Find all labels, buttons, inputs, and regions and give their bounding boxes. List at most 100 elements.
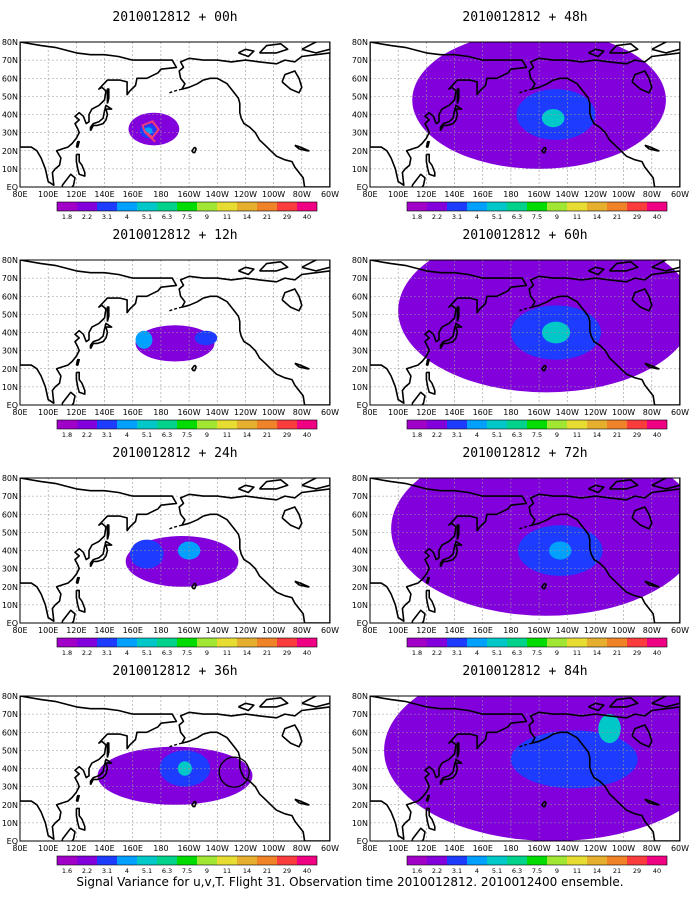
colorbar-swatch (587, 856, 607, 865)
colorbar-label: 9 (555, 431, 559, 439)
lon-tick-label: 140W (206, 626, 229, 635)
coastline (61, 391, 76, 405)
coastline (425, 794, 430, 802)
colorbar-label: 7.5 (532, 649, 542, 657)
map-panel-00h: EQ 10N 20N 30N 40N 50N 60N 70N 80N 80E 100E 120E 140… (2, 38, 339, 221)
colorbar-label: 21 (263, 213, 271, 221)
colorbar-label: 14 (243, 431, 251, 439)
colorbar-label: 6.3 (162, 431, 172, 439)
coastline (370, 260, 528, 404)
coastline (644, 362, 660, 370)
lon-tick-label: 100E (388, 844, 408, 853)
variance-area (541, 109, 565, 128)
lat-tick-label: 10N (2, 383, 18, 392)
coastline (169, 88, 183, 94)
colorbar-swatch (77, 856, 97, 865)
lat-tick-label: 50N (352, 528, 368, 537)
colorbar-swatch (217, 638, 237, 647)
lon-tick-label: 60W (321, 190, 339, 199)
coastline (644, 580, 660, 588)
colorbar-swatch (297, 856, 317, 865)
colorbar-label: 14 (593, 867, 601, 875)
colorbar-swatch (217, 420, 237, 429)
colorbar-label: 5.1 (492, 431, 502, 439)
colorbar-swatch (137, 638, 157, 647)
coastline (238, 484, 255, 494)
colorbar: 1.8 2.2 3.1 4 5.1 6.3 7.5 9 11 14 21 29 40 (406, 201, 668, 221)
variance-area (510, 730, 638, 789)
colorbar-label: 11 (573, 213, 581, 221)
coastline (541, 364, 547, 372)
colorbar-label: 2.2 (432, 431, 442, 439)
lon-tick-label: 120W (234, 408, 257, 417)
lat-tick-label: 60N (352, 74, 368, 83)
colorbar-label: 14 (243, 867, 251, 875)
lon-tick-label: 160W (527, 626, 550, 635)
lon-tick-label: 140W (206, 408, 229, 417)
lon-tick-label: 100W (262, 190, 285, 199)
colorbar-swatch (567, 420, 587, 429)
colorbar-swatch (407, 638, 427, 647)
variance-area (135, 330, 153, 349)
lon-tick-label: 100E (38, 844, 58, 853)
coastline (238, 266, 255, 276)
colorbar-swatch (507, 856, 527, 865)
variance-area (194, 330, 218, 346)
coastline (191, 582, 197, 590)
colorbar-swatch (97, 420, 117, 429)
lat-tick-label: 40N (352, 111, 368, 120)
colorbar-label: 4 (475, 213, 479, 221)
colorbar-label: 29 (633, 431, 641, 439)
colorbar-swatch (157, 420, 177, 429)
coastline (519, 524, 533, 530)
coastline (281, 70, 303, 94)
colorbar: 1.8 2.2 3.1 4 5.1 6.3 7.5 9 11 14 21 29 40 (56, 637, 318, 657)
colorbar-swatch (567, 202, 587, 211)
colorbar-swatch (527, 420, 547, 429)
colorbar-swatch (647, 420, 667, 429)
colorbar-label: 21 (613, 213, 621, 221)
colorbar-label: 29 (633, 867, 641, 875)
variance-area (598, 714, 621, 744)
colorbar-swatch (77, 202, 97, 211)
coastline (425, 576, 430, 584)
colorbar-swatch (547, 420, 567, 429)
coastline (75, 807, 86, 831)
lat-tick-label: 70N (2, 710, 18, 719)
lon-tick-label: 100W (262, 626, 285, 635)
map-panel-12h: EQ 10N 20N 30N 40N 50N 60N 70N 80N 80E 100E 120E 140… (2, 256, 339, 439)
lon-tick-label: 100W (262, 844, 285, 853)
lat-tick-label: 60N (352, 728, 368, 737)
lon-tick-label: 100W (612, 844, 635, 853)
colorbar-swatch (547, 202, 567, 211)
colorbar-label: 3.1 (102, 867, 112, 875)
map-panel-24h: EQ 10N 20N 30N 40N 50N 60N 70N 80N 80E 100E 120E 140… (2, 474, 339, 657)
colorbar-swatch (547, 638, 567, 647)
lat-tick-label: 70N (2, 274, 18, 283)
coastline (439, 540, 463, 568)
colorbar-swatch (277, 856, 297, 865)
colorbar-swatch (177, 856, 197, 865)
colorbar-swatch (177, 420, 197, 429)
coastline (588, 266, 605, 276)
coastline (178, 706, 330, 841)
coastline (75, 589, 86, 613)
colorbar-swatch (467, 856, 487, 865)
coastline (89, 322, 113, 350)
colorbar-label: 7.5 (182, 213, 192, 221)
observation-marker-tail (144, 131, 156, 143)
lon-tick-label: 120W (234, 626, 257, 635)
lon-tick-label: 80E (362, 626, 377, 635)
colorbar-swatch (257, 638, 277, 647)
lon-tick-label: 60W (671, 408, 689, 417)
colorbar-label: 11 (573, 649, 581, 657)
lon-tick-label: 140W (556, 190, 579, 199)
lat-tick-label: 30N (352, 129, 368, 138)
colorbar-swatch (467, 202, 487, 211)
lon-tick-label: 80E (362, 844, 377, 853)
coastline (75, 153, 86, 177)
colorbar-swatch (407, 202, 427, 211)
colorbar-label: 21 (263, 867, 271, 875)
coastline (281, 506, 303, 530)
coastline (370, 478, 528, 622)
